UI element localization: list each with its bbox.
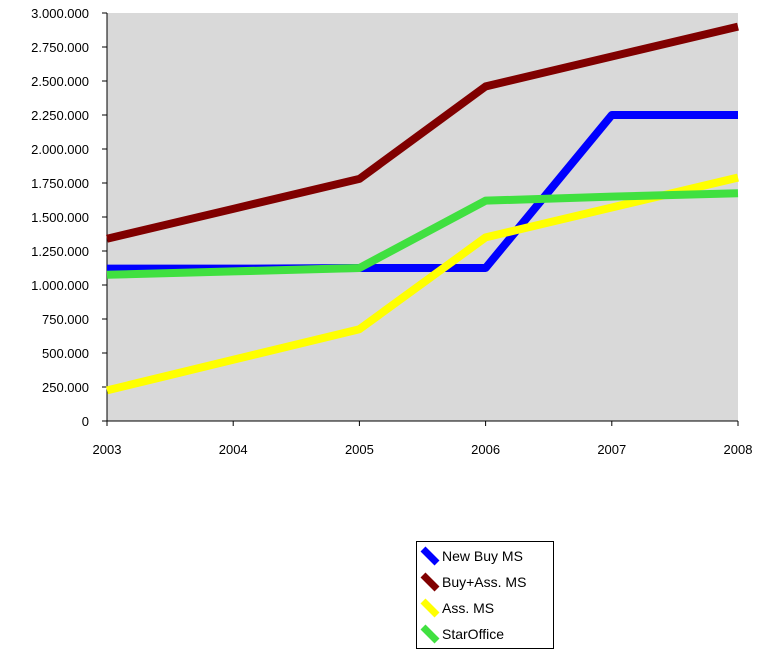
y-tick-label: 1.250.000 [31,244,89,259]
y-tick-label: 1.500.000 [31,210,89,225]
y-tick-label: 1.000.000 [31,278,89,293]
legend-swatch [420,546,440,566]
legend-item: Buy+Ass. MS [420,569,553,595]
y-tick-label: 750.000 [42,312,89,327]
legend-item: Ass. MS [420,595,553,621]
legend-label: StarOffice [442,626,504,642]
x-tick-label: 2006 [471,442,500,457]
y-tick-label: 0 [82,414,89,429]
legend-swatch [420,598,440,618]
y-tick-label: 1.750.000 [31,176,89,191]
y-tick-label: 2.250.000 [31,108,89,123]
y-tick-label: 3.000.000 [31,6,89,21]
y-tick-label: 2.000.000 [31,142,89,157]
legend-swatch [420,572,440,592]
x-tick-label: 2003 [93,442,122,457]
y-tick-label: 500.000 [42,346,89,361]
y-tick-label: 250.000 [42,380,89,395]
x-tick-label: 2005 [345,442,374,457]
legend-item: New Buy MS [420,543,553,569]
y-tick-label: 2.500.000 [31,74,89,89]
x-tick-label: 2007 [597,442,626,457]
legend-label: Buy+Ass. MS [442,574,526,590]
legend: New Buy MS Buy+Ass. MS Ass. MS StarOffice [416,541,554,649]
x-tick-label: 2004 [219,442,248,457]
legend-swatch [420,624,440,644]
legend-label: New Buy MS [442,548,523,564]
x-tick-label: 2008 [724,442,753,457]
legend-label: Ass. MS [442,600,494,616]
legend-item: StarOffice [420,621,553,647]
y-tick-label: 2.750.000 [31,40,89,55]
